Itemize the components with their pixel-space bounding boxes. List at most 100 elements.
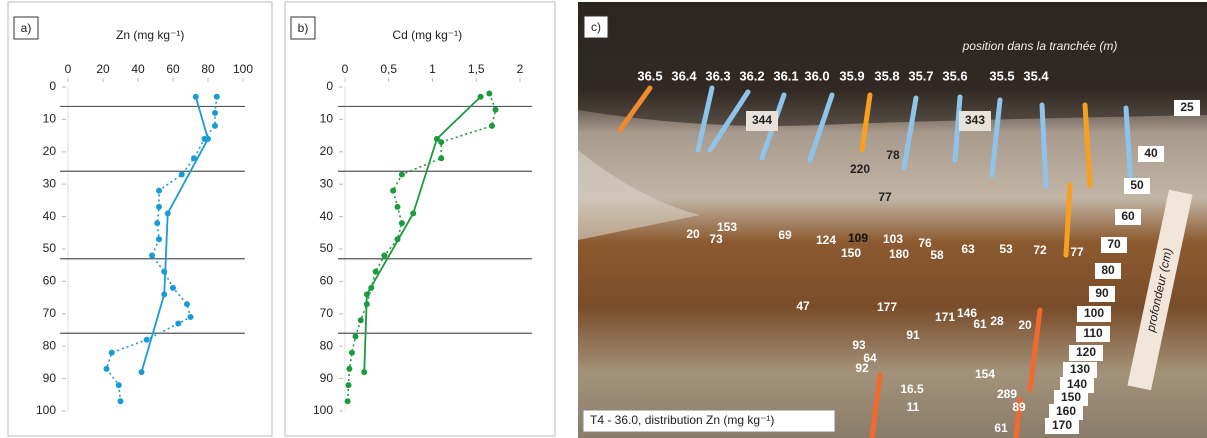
depth-label: 140 xyxy=(1067,377,1087,391)
zn-value: 73 xyxy=(709,232,723,246)
x-tick-label: 0 xyxy=(65,62,72,76)
depth-label: 160 xyxy=(1056,404,1076,418)
depth-label: 40 xyxy=(1144,146,1158,160)
data-point xyxy=(213,93,220,100)
x-tick-label: 60 xyxy=(166,62,180,76)
depth-box xyxy=(1060,377,1094,393)
data-point xyxy=(201,135,208,142)
position-title: position dans la tranchée (m) xyxy=(962,39,1118,53)
zn-value: 11 xyxy=(907,400,920,414)
x-tick-label: 100 xyxy=(233,62,253,76)
x-tick-label: 1,5 xyxy=(468,62,485,76)
boxed-value: 344 xyxy=(752,113,772,127)
depth-box xyxy=(1124,178,1150,194)
data-point xyxy=(103,365,110,372)
stake xyxy=(807,92,835,163)
y-tick-label: 0 xyxy=(49,79,56,93)
panel-label-box xyxy=(290,16,316,40)
stake xyxy=(1123,105,1134,189)
stake xyxy=(901,95,919,171)
zn-value: 103 xyxy=(883,232,903,246)
position-label: 36.4 xyxy=(671,68,697,83)
data-point xyxy=(477,93,484,100)
stake xyxy=(1039,102,1049,189)
panel-label-box xyxy=(583,15,609,39)
stake xyxy=(952,94,963,163)
stake xyxy=(989,97,1003,178)
caption-box xyxy=(582,409,836,433)
y-tick-label: 10 xyxy=(320,112,334,126)
depth-box xyxy=(1063,362,1097,378)
data-point xyxy=(410,210,417,217)
zn-value: 153 xyxy=(717,220,737,234)
data-point xyxy=(363,301,370,308)
depth-box xyxy=(1115,209,1141,225)
depth-label: 110 xyxy=(1083,326,1103,340)
position-label: 35.9 xyxy=(839,68,864,83)
data-point xyxy=(115,382,122,389)
panel-b xyxy=(284,1,556,437)
zn-value: 20 xyxy=(686,227,700,241)
zn-value: 109 xyxy=(848,231,868,245)
zn-value: 124 xyxy=(816,233,836,247)
depth-label: 50 xyxy=(1130,178,1144,192)
x-tick-label: 20 xyxy=(96,62,110,76)
data-point xyxy=(486,90,493,97)
y-tick-label: 90 xyxy=(320,371,334,385)
boxed-value: 220 xyxy=(850,162,870,176)
x-tick-label: 0 xyxy=(342,62,349,76)
y-tick-label: 20 xyxy=(320,144,334,158)
data-point xyxy=(161,291,168,298)
stake xyxy=(1013,397,1023,438)
data-point xyxy=(398,171,405,178)
depth-label: 100 xyxy=(1084,306,1104,320)
data-point xyxy=(212,122,218,129)
stake xyxy=(1063,182,1073,258)
y-tick-label: 10 xyxy=(43,112,57,126)
x-tick-label: 2 xyxy=(517,62,524,76)
zn-value: 177 xyxy=(877,300,897,314)
x-axis-title: Cd (mg kg⁻¹) xyxy=(392,28,462,42)
panel-label: a) xyxy=(21,21,32,35)
x-tick-label: 40 xyxy=(131,62,145,76)
data-point xyxy=(390,187,397,194)
zn-value: 16.5 xyxy=(900,382,924,396)
data-point xyxy=(381,252,388,259)
data-point xyxy=(438,155,445,162)
depth-box xyxy=(1095,263,1121,279)
depth-box xyxy=(1089,286,1115,302)
position-label: 35.7 xyxy=(908,68,933,83)
data-point xyxy=(175,320,182,327)
zn-value: 47 xyxy=(796,299,810,313)
data-point xyxy=(212,109,218,116)
depth-box xyxy=(1076,326,1110,342)
x-tick-label: 1 xyxy=(429,62,436,76)
data-point xyxy=(138,369,145,376)
data-point xyxy=(192,93,199,100)
value-box xyxy=(959,111,991,131)
position-label: 35.6 xyxy=(942,68,967,83)
depth-label: 120 xyxy=(1076,345,1096,359)
y-tick-label: 50 xyxy=(43,241,57,255)
depth-box xyxy=(1069,345,1103,361)
data-point xyxy=(394,203,401,210)
data-point xyxy=(143,336,150,343)
y-tick-label: 100 xyxy=(313,403,333,417)
zn-value: 63 xyxy=(961,242,975,256)
panel-label: c) xyxy=(591,20,601,34)
panel-label-box xyxy=(13,16,39,40)
position-label: 36.3 xyxy=(705,68,730,83)
data-point xyxy=(368,284,375,291)
depth-label: 80 xyxy=(1101,263,1115,277)
zn-value: 53 xyxy=(999,242,1013,256)
boxed-value: 343 xyxy=(965,113,985,127)
zn-value: 289 xyxy=(997,387,1017,401)
data-point xyxy=(394,236,401,243)
zn-value: 69 xyxy=(778,228,792,242)
depth-box xyxy=(1174,100,1200,116)
stake xyxy=(707,89,751,153)
zn-value: 150 xyxy=(841,246,861,260)
zn-value: 180 xyxy=(889,247,909,261)
data-point xyxy=(149,252,155,259)
